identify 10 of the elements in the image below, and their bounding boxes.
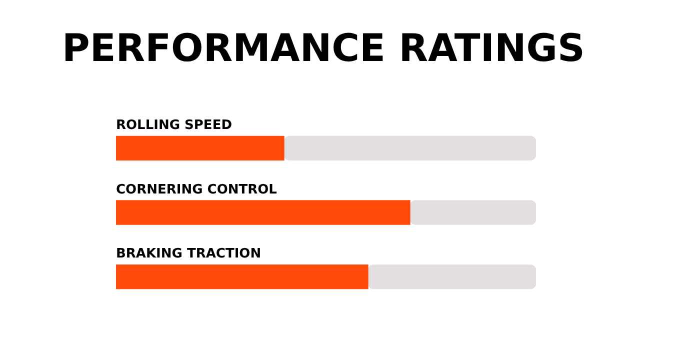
chart-title: PERFORMANCE RATINGS xyxy=(62,26,585,70)
y-tick-label: CORNERING CONTROL xyxy=(116,182,277,198)
bar xyxy=(116,264,368,290)
y-tick-label: BRAKING TRACTION xyxy=(116,246,262,262)
bar xyxy=(116,200,410,225)
bar xyxy=(116,136,284,160)
y-tick-label: ROLLING SPEED xyxy=(116,118,232,134)
bar xyxy=(284,136,536,160)
bar xyxy=(368,264,536,290)
bar xyxy=(410,200,536,225)
